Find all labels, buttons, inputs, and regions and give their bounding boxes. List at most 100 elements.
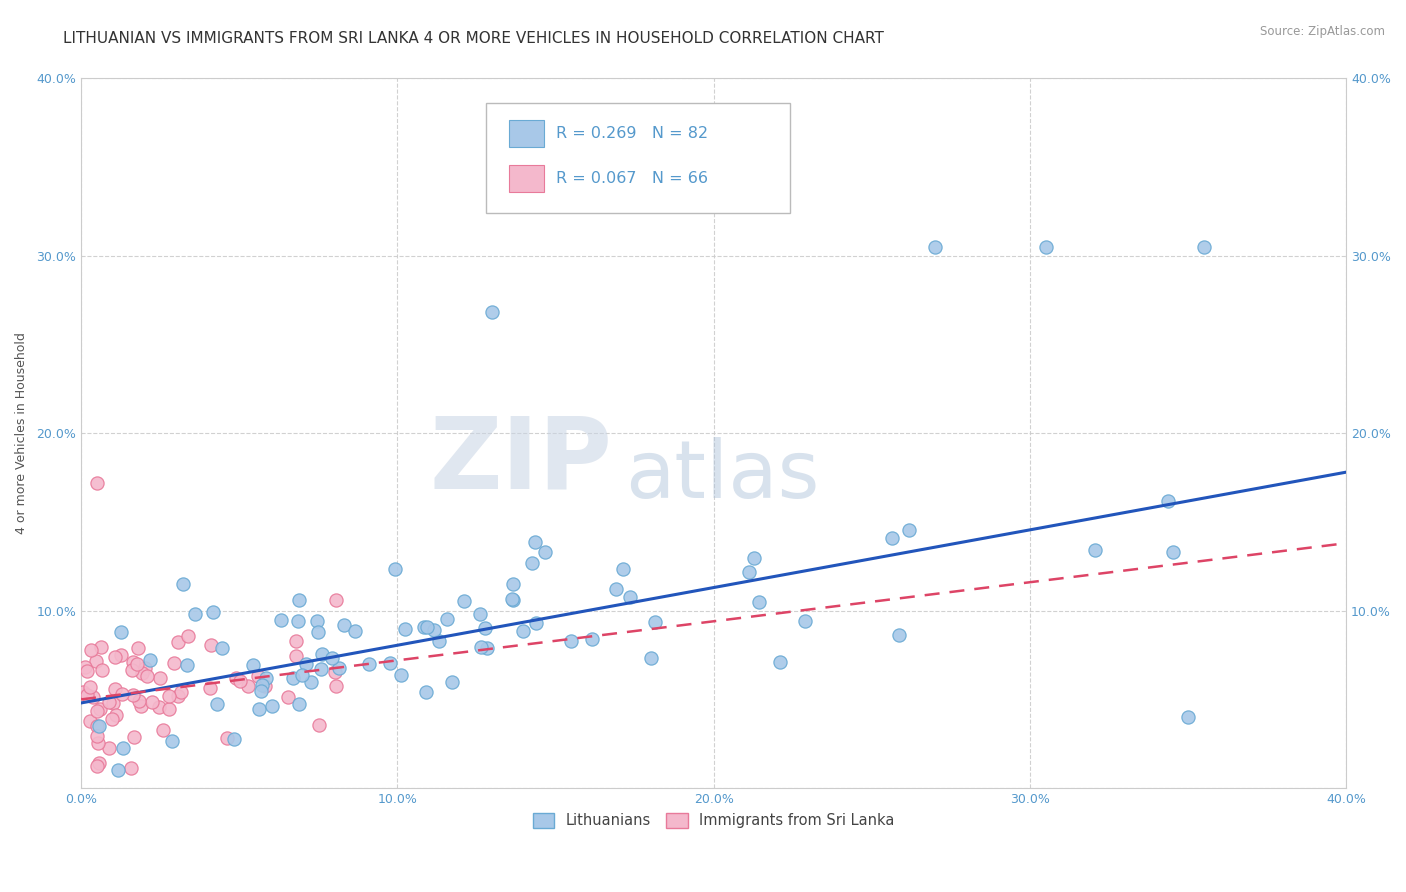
- Point: [1084, 542, 1107, 557]
- Point: [308, 718, 330, 732]
- Bar: [509, 165, 544, 192]
- Point: [524, 616, 547, 631]
- Point: [205, 697, 228, 711]
- Point: [328, 661, 350, 675]
- Point: [1161, 544, 1184, 558]
- Point: [103, 650, 125, 665]
- Point: [184, 607, 207, 622]
- Point: [86, 759, 108, 773]
- Point: [107, 764, 129, 778]
- Point: [163, 657, 186, 671]
- Point: [101, 712, 124, 726]
- Point: [202, 605, 225, 619]
- Text: R = 0.269   N = 82: R = 0.269 N = 82: [555, 126, 707, 141]
- Point: [794, 614, 817, 628]
- Point: [149, 671, 172, 685]
- Point: [224, 732, 246, 747]
- Point: [287, 614, 309, 628]
- Point: [299, 675, 322, 690]
- Legend: Lithuanians, Immigrants from Sri Lanka: Lithuanians, Immigrants from Sri Lanka: [527, 807, 901, 834]
- Point: [441, 674, 464, 689]
- Point: [378, 656, 401, 670]
- Point: [897, 523, 920, 537]
- Point: [311, 647, 333, 661]
- Point: [225, 671, 247, 685]
- Text: LITHUANIAN VS IMMIGRANTS FROM SRI LANKA 4 OR MORE VEHICLES IN HOUSEHOLD CORRELAT: LITHUANIAN VS IMMIGRANTS FROM SRI LANKA …: [63, 31, 884, 46]
- Point: [86, 719, 108, 733]
- Text: ZIP: ZIP: [430, 413, 613, 510]
- Point: [619, 590, 641, 604]
- Point: [129, 699, 152, 714]
- Point: [307, 624, 329, 639]
- Point: [277, 690, 299, 704]
- Point: [76, 688, 98, 702]
- Point: [131, 666, 153, 681]
- Text: atlas: atlas: [626, 437, 820, 515]
- Point: [138, 653, 160, 667]
- Point: [159, 689, 181, 703]
- Point: [135, 669, 157, 683]
- Point: [325, 593, 347, 607]
- Point: [79, 714, 101, 728]
- Point: [86, 475, 108, 490]
- Point: [502, 577, 524, 591]
- FancyBboxPatch shape: [486, 103, 790, 213]
- Point: [453, 593, 475, 607]
- Point: [122, 731, 145, 745]
- Point: [170, 685, 193, 699]
- Point: [87, 719, 110, 733]
- Point: [284, 648, 307, 663]
- Point: [121, 688, 143, 702]
- Point: [172, 577, 194, 591]
- Point: [98, 695, 121, 709]
- Point: [86, 729, 108, 743]
- Point: [1156, 493, 1178, 508]
- Point: [121, 655, 143, 669]
- Point: [236, 679, 259, 693]
- Point: [924, 240, 946, 254]
- Point: [87, 736, 110, 750]
- Point: [413, 620, 436, 634]
- Point: [105, 708, 128, 723]
- Point: [311, 661, 333, 675]
- Point: [333, 618, 356, 632]
- Point: [254, 671, 277, 685]
- Point: [534, 545, 557, 559]
- Point: [581, 632, 603, 646]
- Point: [501, 592, 523, 607]
- Point: [89, 756, 111, 770]
- Point: [73, 660, 96, 674]
- Point: [522, 556, 544, 570]
- Point: [112, 741, 135, 756]
- Point: [198, 681, 221, 696]
- Point: [104, 682, 127, 697]
- Point: [160, 734, 183, 748]
- Point: [141, 695, 163, 709]
- Point: [560, 634, 582, 648]
- Point: [152, 723, 174, 737]
- Point: [254, 679, 277, 693]
- Text: R = 0.067   N = 66: R = 0.067 N = 66: [555, 170, 707, 186]
- Point: [1192, 240, 1215, 254]
- Point: [325, 679, 347, 693]
- Point: [89, 640, 111, 655]
- Point: [1177, 710, 1199, 724]
- Point: [215, 731, 238, 745]
- Text: Source: ZipAtlas.com: Source: ZipAtlas.com: [1260, 25, 1385, 38]
- Point: [228, 673, 250, 688]
- Point: [744, 551, 766, 566]
- Point: [612, 562, 634, 576]
- Y-axis label: 4 or more Vehicles in Household: 4 or more Vehicles in Household: [15, 332, 28, 534]
- Point: [110, 624, 132, 639]
- Point: [166, 634, 188, 648]
- Point: [86, 704, 108, 718]
- Point: [605, 582, 627, 597]
- Point: [247, 702, 270, 716]
- Point: [323, 665, 346, 680]
- Point: [321, 650, 343, 665]
- Point: [769, 655, 792, 669]
- Point: [288, 592, 311, 607]
- Point: [738, 565, 761, 579]
- Point: [470, 640, 492, 655]
- Point: [475, 640, 498, 655]
